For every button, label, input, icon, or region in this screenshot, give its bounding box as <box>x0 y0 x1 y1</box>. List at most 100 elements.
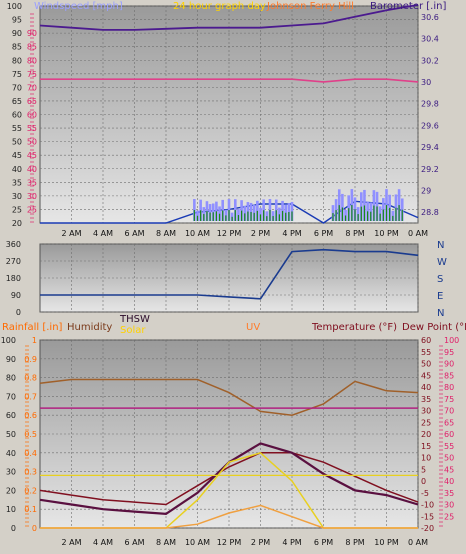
temperature-right-tick: 5 <box>421 465 426 474</box>
rainfall-tick: 0.6 <box>24 411 37 420</box>
temperature-right-tick: 0 <box>421 477 426 486</box>
temperature-tick: 30 <box>27 192 37 201</box>
x-tick-label-bottom: 6 PM <box>314 538 333 547</box>
direction-tick: 0 <box>16 308 21 317</box>
windspeed-tick: 100 <box>7 2 22 11</box>
temperature-right-tick: 30 <box>421 407 431 416</box>
temperature-tick: 35 <box>27 178 37 187</box>
dewpoint-right-tick: 65 <box>444 418 454 427</box>
x-tick-label-top: 10 AM <box>185 229 210 238</box>
temperature-right-tick: 45 <box>421 371 431 380</box>
temperature-tick: 80 <box>27 56 37 65</box>
dewpoint-right-tick: 50 <box>444 454 454 463</box>
rainfall-tick: 0.5 <box>24 430 37 439</box>
direction-tick: 90 <box>11 291 21 300</box>
barometer-tick: 29.4 <box>421 143 439 152</box>
x-tick-label-bottom: 2 AM <box>61 538 81 547</box>
x-tick-label-top: 0 AM <box>408 229 428 238</box>
humidity-tick: 90 <box>6 355 16 364</box>
dewpoint-right-tick: 40 <box>444 477 454 486</box>
chart-series <box>39 4 419 529</box>
windspeed-tick: 45 <box>12 151 22 160</box>
temperature-right-tick: 35 <box>421 395 431 404</box>
x-tick-label-top: 10 PM <box>374 229 399 238</box>
windspeed-tick: 60 <box>12 111 22 120</box>
barometer-tick: 29 <box>421 186 431 195</box>
direction-tick: 180 <box>6 274 21 283</box>
temperature-tick: 40 <box>27 165 37 174</box>
temperature-right-tick: -5 <box>421 489 429 498</box>
windspeed-tick: 40 <box>12 165 22 174</box>
dewpoint-right-tick: 95 <box>444 348 454 357</box>
windspeed-tick: 35 <box>12 178 22 187</box>
barometer-line <box>39 4 419 31</box>
humidity-tick: 60 <box>6 411 16 420</box>
humidity-tick: 70 <box>6 392 16 401</box>
barometer-tick: 29.6 <box>421 121 439 130</box>
compass-label: W <box>437 257 447 268</box>
compass-label: N <box>437 240 444 251</box>
rainfall-tick: 0 <box>32 524 37 533</box>
x-tick-label-top: 4 PM <box>282 229 301 238</box>
x-tick-label-top: 4 AM <box>93 229 113 238</box>
temperature-right-tick: -20 <box>421 524 434 533</box>
barometer-tick: 30 <box>421 78 431 87</box>
windspeed-tick: 70 <box>12 83 22 92</box>
dewpoint-right-tick: 90 <box>444 360 454 369</box>
temperature-tick: 55 <box>27 124 37 133</box>
x-tick-label-top: 12 PM <box>217 229 242 238</box>
humidity-label: Humidity <box>67 322 112 333</box>
humidity-tick: 20 <box>6 486 16 495</box>
temperature-tick: 85 <box>27 43 37 52</box>
temperature-right-tick: 55 <box>421 348 431 357</box>
rainfall-tick: 0.4 <box>24 449 37 458</box>
humidity-tick: 50 <box>6 430 16 439</box>
dewpoint-axis-label: Dew Point (°F) <box>402 322 466 333</box>
rainfall-tick: 0.9 <box>24 355 37 364</box>
x-tick-label-bottom: 0 AM <box>408 538 428 547</box>
direction-tick: 360 <box>6 240 21 249</box>
direction-tick: 270 <box>6 257 21 266</box>
humidity-tick: 80 <box>6 374 16 383</box>
chart-title: 24 hour graph day <box>173 1 266 12</box>
x-tick-label-bottom: 2 PM <box>251 538 270 547</box>
windspeed-tick: 55 <box>12 124 22 133</box>
humidity-tick: 10 <box>6 505 16 514</box>
windspeed-tick: 80 <box>12 56 22 65</box>
humidity-tick: 40 <box>6 449 16 458</box>
temperature-right-tick: 25 <box>421 418 431 427</box>
windspeed-axis-label: Windspeed [mph] <box>34 1 123 12</box>
windspeed-tick: 30 <box>12 192 22 201</box>
x-tick-label-top: 8 AM <box>156 229 176 238</box>
temperature-line <box>39 452 419 506</box>
temperature-tick: 70 <box>27 83 37 92</box>
temperature-right-tick: -10 <box>421 501 434 510</box>
dewpoint-right-tick: 45 <box>444 465 454 474</box>
barometer-tick: 28.8 <box>421 208 439 217</box>
humidity-line <box>39 378 419 416</box>
windspeed-tick: 90 <box>12 29 22 38</box>
rainfall-tick: 1 <box>32 336 37 345</box>
windspeed-tick: 85 <box>12 43 22 52</box>
humidity-tick: 0 <box>11 524 16 533</box>
x-tick-label-bottom: 8 AM <box>156 538 176 547</box>
compass-label: N <box>437 308 444 319</box>
barometer-tick: 30.4 <box>421 35 439 44</box>
temperature-tick: 90 <box>27 29 37 38</box>
solar-label: Solar <box>120 325 146 336</box>
dewpoint-right-tick: 80 <box>444 383 454 392</box>
temperature-axis-label: Temperature (°F) <box>311 322 397 333</box>
compass-label: E <box>437 291 443 302</box>
compass-label: S <box>437 274 443 285</box>
humidity-tick: 30 <box>6 468 16 477</box>
x-tick-label-bottom: 8 PM <box>345 538 364 547</box>
humidity-tick: 100 <box>1 336 16 345</box>
windspeed-tick: 65 <box>12 97 22 106</box>
windspeed-tick: 75 <box>12 70 22 79</box>
rainfall-tick: 0.3 <box>24 468 37 477</box>
x-tick-label-bottom: 12 PM <box>217 538 242 547</box>
barometer-axis-label: Barometer [.in] <box>370 1 446 12</box>
station-name: Johnson Ferry Hill <box>266 1 354 12</box>
